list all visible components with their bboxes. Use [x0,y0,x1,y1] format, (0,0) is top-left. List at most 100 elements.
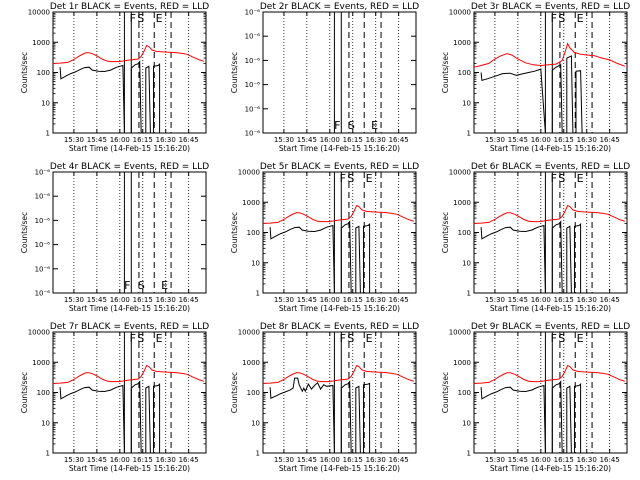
x-tick-label: 16:45 [600,456,620,464]
x-axis-label: Start Time (14-Feb-15 15:16:20) [490,464,611,473]
y-tick-label: 1000 [453,199,471,207]
plot-frame [262,331,417,454]
panel-det-4: Det 4r BLACK = Events, RED = LLD 15:30 15:… [20,162,209,313]
x-tick-label: 16:45 [179,456,199,464]
x-axis-label: Start Time (14-Feb-15 15:16:20) [69,304,190,313]
x-tick-label: 16:00 [531,296,551,304]
plot-frame [262,171,417,294]
x-tick-label: 16:30 [366,136,386,144]
lld-series-line [473,42,626,68]
marker-f: F [334,119,340,132]
lld-series-line [262,204,415,224]
y-tick-label: 10000 [238,329,260,337]
y-axis-label: Counts/sec [20,372,29,413]
x-tick-label: 16:15 [343,456,363,464]
x-tick-label: 15:45 [297,296,317,304]
panel-title: Det 1r BLACK = Events, RED = LLD [50,2,209,12]
plot-frame [52,171,207,294]
x-tick-label: 16:00 [320,296,340,304]
marker-e: E [366,332,373,345]
y-tick-label: 1 [256,450,260,458]
y-tick-label: 100 [458,229,471,237]
x-tick-label: 15:45 [508,456,528,464]
x-tick-label: 15:30 [485,296,505,304]
x-tick-label: 15:30 [274,456,294,464]
x-tick-label: 16:30 [156,296,176,304]
y-tick-label: 1000 [453,39,471,47]
panel-title: Det 5r BLACK = Events, RED = LLD [260,162,419,172]
panel-det-8: Det 8r BLACK = Events, RED = LLD 15:30 15:… [230,322,419,473]
plot-frame [52,331,207,454]
y-axis-label: Counts/sec [230,372,239,413]
marker-s: S [347,332,354,345]
y-tick-label: 100 [247,389,260,397]
marker-s: S [137,332,144,345]
y-tick-label: 100 [37,69,50,77]
y-tick-label: 10⁻⁶ [245,9,261,17]
x-axis-label: Start Time (14-Feb-15 15:16:20) [69,464,190,473]
y-tick-label: 10000 [28,329,50,337]
marker-f: F [130,12,136,25]
y-axis-label: Counts/sec [441,212,450,253]
plot-frame [473,331,628,454]
marker-f: F [130,332,136,345]
x-tick-label: 16:30 [577,296,597,304]
x-tick-label: 16:15 [554,456,574,464]
x-tick-label: 16:00 [110,296,130,304]
y-tick-label: 1 [467,450,471,458]
x-tick-label: 16:30 [577,136,597,144]
marker-e: E [577,12,584,25]
y-tick-label: 10⁻⁶ [245,105,261,113]
x-tick-label: 16:15 [554,136,574,144]
y-tick-label: 10⁻⁶ [35,241,51,249]
y-tick-label: 10000 [449,9,471,17]
y-tick-label: 1 [46,450,50,458]
x-tick-label: 15:30 [485,136,505,144]
marker-f: F [340,172,346,185]
x-tick-label: 16:30 [156,136,176,144]
x-axis-label: Start Time (14-Feb-15 15:16:20) [490,144,611,153]
events-series-line [59,60,161,134]
y-tick-label: 10⁻⁶ [245,57,261,65]
marker-e: E [577,332,584,345]
x-tick-label: 16:00 [320,456,340,464]
y-tick-label: 10 [251,259,260,267]
lld-series-line [52,44,205,64]
lld-series-line [473,204,626,224]
x-tick-label: 16:30 [577,456,597,464]
marker-s: S [137,12,144,25]
y-tick-label: 10⁻⁶ [245,130,261,138]
panel-det-1: Det 1r BLACK = Events, RED = LLD 15:30 15:… [20,2,209,153]
lld-series-line [52,364,205,384]
panel-title: Det 7r BLACK = Events, RED = LLD [50,322,209,332]
x-tick-label: 16:15 [343,136,363,144]
panel-det-3: Det 3r BLACK = Events, RED = LLD 15:30 15:… [441,2,630,153]
x-axis-label: Start Time (14-Feb-15 15:16:20) [490,304,611,313]
x-tick-label: 15:30 [274,296,294,304]
y-tick-label: 10 [462,419,471,427]
panel-det-5: Det 5r BLACK = Events, RED = LLD 15:30 15:… [230,162,419,313]
y-tick-label: 1000 [242,359,260,367]
y-tick-label: 1 [256,290,260,298]
marker-e: E [366,172,373,185]
x-tick-label: 15:30 [64,456,84,464]
y-tick-label: 10⁻⁶ [245,33,261,41]
marker-s: S [558,12,565,25]
y-tick-label: 10000 [28,9,50,17]
y-tick-label: 10 [462,259,471,267]
y-tick-label: 10⁻⁶ [245,81,261,89]
events-series-line [480,55,583,134]
y-axis-label: Counts/sec [441,52,450,93]
y-tick-label: 10000 [449,329,471,337]
x-tick-label: 15:45 [87,136,107,144]
y-axis-label: Counts/sec [20,52,29,93]
marker-s: S [558,172,565,185]
marker-f: F [340,332,346,345]
y-tick-label: 10⁻⁶ [35,217,51,225]
y-tick-label: 1 [467,130,471,138]
x-tick-label: 16:00 [320,136,340,144]
y-tick-label: 100 [37,389,50,397]
y-tick-label: 100 [247,229,260,237]
x-tick-label: 16:00 [110,456,130,464]
